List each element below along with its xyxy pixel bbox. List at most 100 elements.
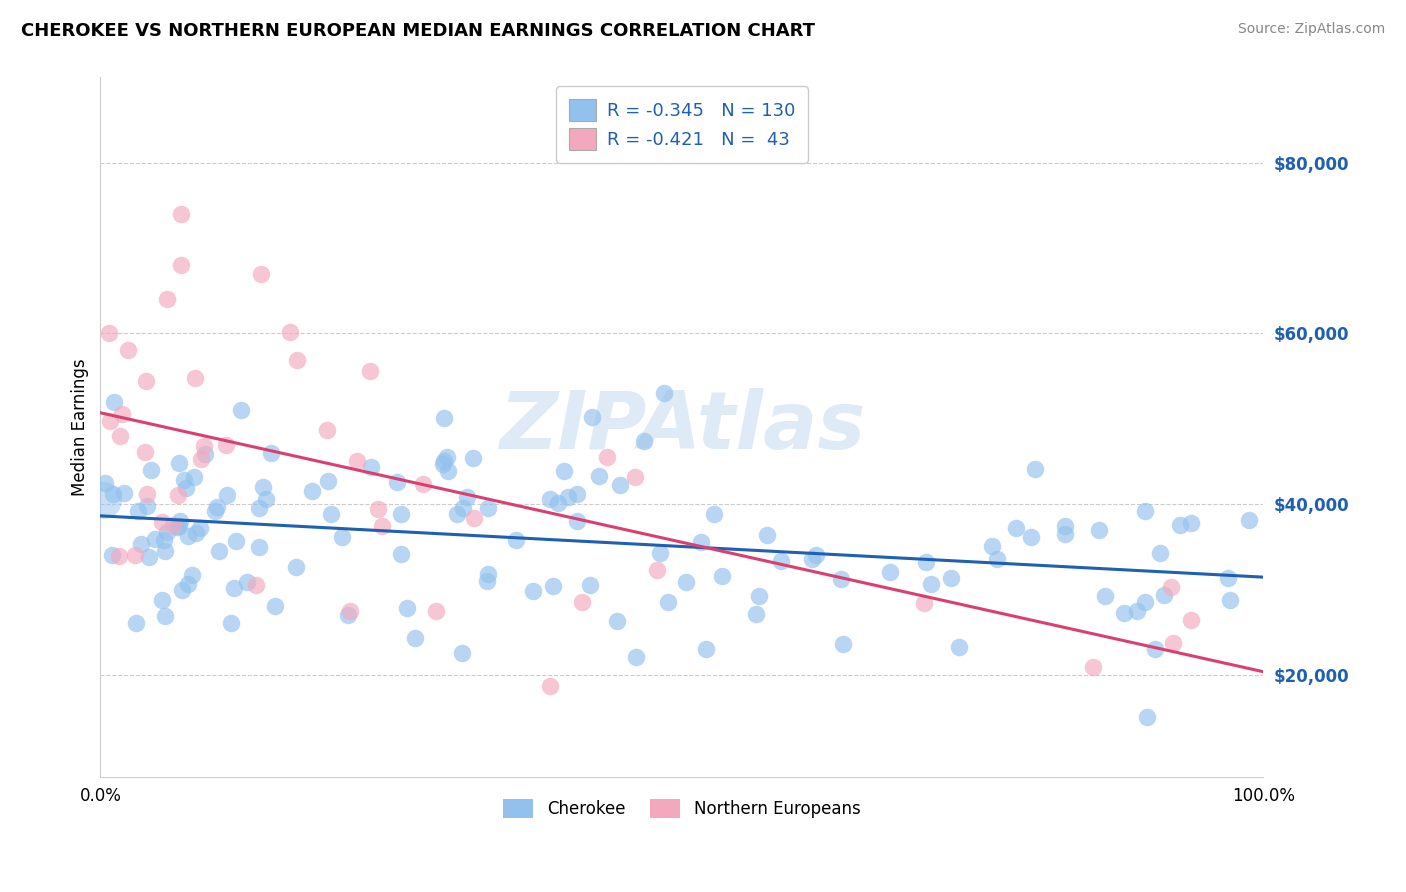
Point	[538, 491, 561, 506]
Point	[150, 515, 173, 529]
Point	[264, 599, 287, 614]
Point	[912, 596, 935, 610]
Point	[153, 533, 176, 548]
Point	[1135, 503, 1157, 517]
Point	[190, 452, 212, 467]
Point	[173, 474, 195, 488]
Point	[101, 549, 124, 563]
Point	[1153, 588, 1175, 602]
Point	[756, 528, 779, 542]
Point	[252, 480, 274, 494]
Point	[205, 500, 228, 515]
Point	[316, 474, 339, 488]
Point	[319, 507, 342, 521]
Point	[633, 434, 655, 449]
Point	[315, 423, 337, 437]
Point	[920, 576, 942, 591]
Point	[557, 490, 579, 504]
Point	[215, 438, 238, 452]
Point	[1088, 523, 1111, 537]
Point	[136, 487, 159, 501]
Point	[176, 529, 198, 543]
Point	[101, 487, 124, 501]
Point	[1114, 606, 1136, 620]
Point	[177, 577, 200, 591]
Point	[652, 386, 675, 401]
Point	[565, 486, 588, 500]
Point	[170, 258, 193, 272]
Point	[125, 616, 148, 631]
Point	[648, 546, 671, 560]
Point	[579, 577, 602, 591]
Point	[188, 520, 211, 534]
Point	[948, 640, 970, 654]
Point	[111, 407, 134, 421]
Point	[117, 343, 139, 358]
Point	[166, 488, 188, 502]
Point	[156, 525, 179, 540]
Point	[915, 555, 938, 569]
Point	[194, 447, 217, 461]
Point	[711, 569, 734, 583]
Point	[127, 504, 149, 518]
Point	[155, 544, 177, 558]
Text: ZIPAtlas: ZIPAtlas	[499, 388, 865, 467]
Point	[446, 507, 468, 521]
Point	[166, 519, 188, 533]
Point	[433, 454, 456, 468]
Point	[1143, 642, 1166, 657]
Point	[254, 492, 277, 507]
Point	[505, 533, 527, 547]
Point	[703, 507, 725, 521]
Point	[285, 353, 308, 368]
Point	[162, 517, 184, 532]
Point	[285, 560, 308, 574]
Text: CHEROKEE VS NORTHERN EUROPEAN MEDIAN EARNINGS CORRELATION CHART: CHEROKEE VS NORTHERN EUROPEAN MEDIAN EAR…	[21, 22, 815, 40]
Point	[184, 525, 207, 540]
Point	[1126, 604, 1149, 618]
Legend: Cherokee, Northern Europeans: Cherokee, Northern Europeans	[496, 792, 868, 824]
Point	[250, 267, 273, 281]
Point	[748, 590, 770, 604]
Point	[170, 207, 193, 221]
Point	[477, 566, 499, 581]
Point	[1053, 519, 1076, 533]
Point	[184, 371, 207, 385]
Point	[138, 549, 160, 564]
Point	[1149, 546, 1171, 560]
Point	[129, 537, 152, 551]
Point	[247, 540, 270, 554]
Point	[395, 601, 418, 615]
Point	[695, 641, 717, 656]
Point	[124, 548, 146, 562]
Point	[346, 454, 368, 468]
Point	[801, 552, 824, 566]
Point	[1180, 613, 1202, 627]
Point	[103, 395, 125, 409]
Point	[657, 595, 679, 609]
Point	[359, 364, 381, 378]
Point	[169, 519, 191, 533]
Point	[1005, 521, 1028, 535]
Point	[1054, 527, 1077, 541]
Point	[565, 514, 588, 528]
Point	[245, 578, 267, 592]
Point	[98, 415, 121, 429]
Point	[167, 456, 190, 470]
Point	[91, 492, 114, 507]
Point	[278, 325, 301, 339]
Point	[371, 519, 394, 533]
Point	[112, 486, 135, 500]
Point	[153, 608, 176, 623]
Point	[1160, 580, 1182, 594]
Point	[143, 532, 166, 546]
Point	[1136, 710, 1159, 724]
Point	[769, 554, 792, 568]
Point	[477, 500, 499, 515]
Point	[581, 409, 603, 424]
Point	[1135, 595, 1157, 609]
Point	[437, 464, 460, 478]
Point	[170, 582, 193, 597]
Point	[804, 548, 827, 562]
Point	[193, 439, 215, 453]
